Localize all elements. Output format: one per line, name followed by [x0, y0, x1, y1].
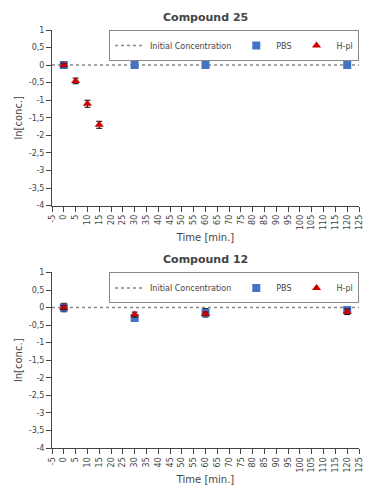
svg-text:-0,5: -0,5 — [29, 321, 45, 330]
svg-text:-5: -5 — [48, 215, 57, 223]
svg-text:-1: -1 — [36, 96, 44, 105]
svg-text:Time [min.]: Time [min.] — [176, 474, 235, 485]
svg-text:0,5: 0,5 — [32, 286, 45, 295]
svg-text:ln[conc.]: ln[conc.] — [13, 338, 24, 382]
svg-text:-3,5: -3,5 — [29, 426, 45, 435]
svg-text:-1: -1 — [36, 338, 44, 347]
svg-text:-3: -3 — [36, 166, 44, 175]
svg-text:Compound 25: Compound 25 — [163, 11, 248, 24]
svg-text:35: 35 — [142, 457, 151, 467]
svg-text:35: 35 — [142, 215, 151, 225]
svg-text:-0,5: -0,5 — [29, 78, 45, 87]
svg-text:15: 15 — [95, 457, 104, 467]
svg-text:1: 1 — [39, 26, 44, 35]
svg-text:60: 60 — [201, 457, 210, 467]
svg-text:-4: -4 — [36, 201, 44, 210]
svg-text:-3: -3 — [36, 409, 44, 418]
svg-text:1: 1 — [39, 268, 44, 277]
svg-text:125: 125 — [355, 457, 364, 472]
svg-text:85: 85 — [260, 215, 269, 225]
svg-text:55: 55 — [189, 215, 198, 225]
svg-text:80: 80 — [248, 457, 257, 467]
svg-text:H-pl: H-pl — [337, 42, 353, 51]
svg-text:95: 95 — [284, 215, 293, 225]
svg-text:45: 45 — [166, 215, 175, 225]
svg-text:10: 10 — [83, 457, 92, 467]
svg-text:-1,5: -1,5 — [29, 114, 45, 123]
svg-text:80: 80 — [248, 215, 257, 225]
svg-text:45: 45 — [166, 457, 175, 467]
svg-text:110: 110 — [319, 457, 328, 472]
svg-text:40: 40 — [154, 457, 163, 467]
svg-text:115: 115 — [331, 215, 340, 230]
svg-text:20: 20 — [107, 457, 116, 467]
svg-text:-2,5: -2,5 — [29, 149, 45, 158]
svg-text:115: 115 — [331, 457, 340, 472]
svg-text:120: 120 — [343, 215, 352, 230]
svg-text:65: 65 — [213, 215, 222, 225]
svg-text:125: 125 — [355, 215, 364, 230]
svg-text:40: 40 — [154, 215, 163, 225]
svg-text:10: 10 — [83, 215, 92, 225]
svg-text:0: 0 — [59, 457, 68, 462]
svg-text:25: 25 — [118, 457, 127, 467]
svg-text:50: 50 — [177, 457, 186, 467]
svg-text:60: 60 — [201, 215, 210, 225]
svg-text:75: 75 — [237, 457, 246, 467]
svg-text:PBS: PBS — [276, 42, 291, 51]
svg-text:30: 30 — [130, 215, 139, 225]
svg-text:90: 90 — [272, 457, 281, 467]
svg-text:Initial Concentration: Initial Concentration — [150, 42, 231, 51]
svg-text:Compound 12: Compound 12 — [163, 253, 248, 266]
svg-text:15: 15 — [95, 215, 104, 225]
svg-text:0: 0 — [39, 61, 44, 70]
svg-text:25: 25 — [118, 215, 127, 225]
svg-text:-1,5: -1,5 — [29, 356, 45, 365]
svg-text:70: 70 — [225, 215, 234, 225]
svg-text:Initial Concentration: Initial Concentration — [150, 284, 231, 293]
svg-text:55: 55 — [189, 457, 198, 467]
svg-text:0,5: 0,5 — [32, 43, 45, 52]
svg-text:105: 105 — [307, 457, 316, 472]
svg-text:105: 105 — [307, 215, 316, 230]
svg-text:30: 30 — [130, 457, 139, 467]
svg-text:5: 5 — [71, 457, 80, 462]
svg-text:H-pl: H-pl — [337, 284, 353, 293]
svg-text:-2: -2 — [36, 374, 44, 383]
svg-text:120: 120 — [343, 457, 352, 472]
svg-text:-2,5: -2,5 — [29, 391, 45, 400]
svg-text:65: 65 — [213, 457, 222, 467]
svg-text:100: 100 — [296, 457, 305, 472]
svg-text:-3,5: -3,5 — [29, 184, 45, 193]
svg-text:50: 50 — [177, 215, 186, 225]
svg-text:-2: -2 — [36, 131, 44, 140]
svg-text:90: 90 — [272, 215, 281, 225]
svg-text:85: 85 — [260, 457, 269, 467]
svg-text:0: 0 — [39, 303, 44, 312]
svg-text:0: 0 — [59, 215, 68, 220]
svg-text:100: 100 — [296, 215, 305, 230]
svg-text:95: 95 — [284, 457, 293, 467]
svg-text:20: 20 — [107, 215, 116, 225]
svg-text:75: 75 — [237, 215, 246, 225]
svg-text:ln[conc.]: ln[conc.] — [13, 96, 24, 140]
svg-text:5: 5 — [71, 215, 80, 220]
svg-text:70: 70 — [225, 457, 234, 467]
svg-text:PBS: PBS — [276, 284, 291, 293]
svg-text:Time [min.]: Time [min.] — [176, 232, 235, 243]
svg-text:-4: -4 — [36, 444, 44, 453]
svg-text:110: 110 — [319, 215, 328, 230]
svg-text:-5: -5 — [48, 457, 57, 465]
